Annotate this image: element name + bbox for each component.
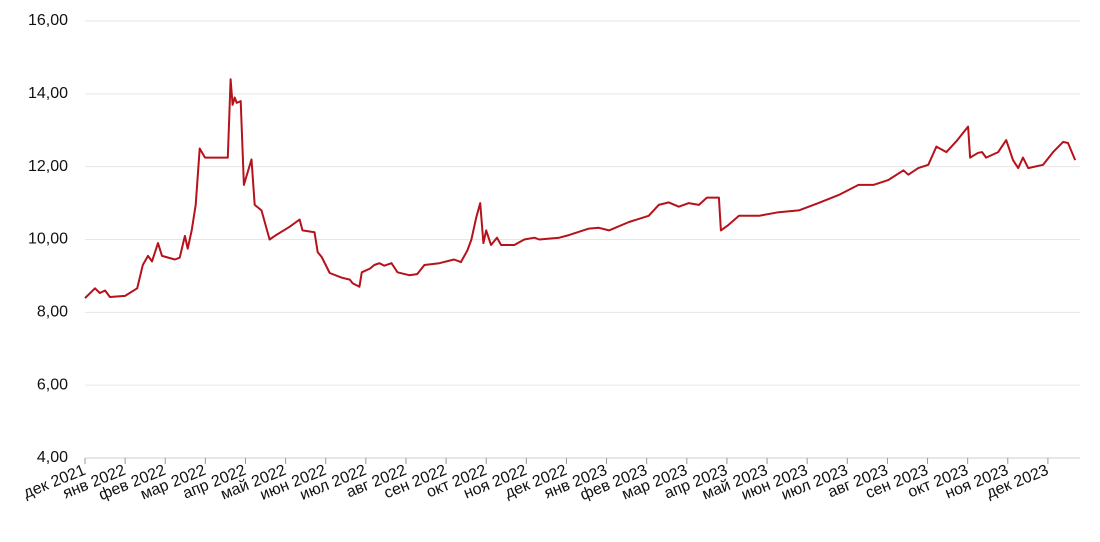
- y-tick-label: 10,00: [28, 231, 68, 248]
- y-tick-label: 14,00: [28, 85, 68, 102]
- y-tick-label: 12,00: [28, 158, 68, 175]
- y-tick-label: 4,00: [37, 449, 68, 466]
- line: [84, 78, 1077, 299]
- y-tick-label: 16,00: [28, 12, 68, 29]
- y-tick-label: 6,00: [37, 376, 68, 393]
- y-tick-label: 8,00: [37, 304, 68, 321]
